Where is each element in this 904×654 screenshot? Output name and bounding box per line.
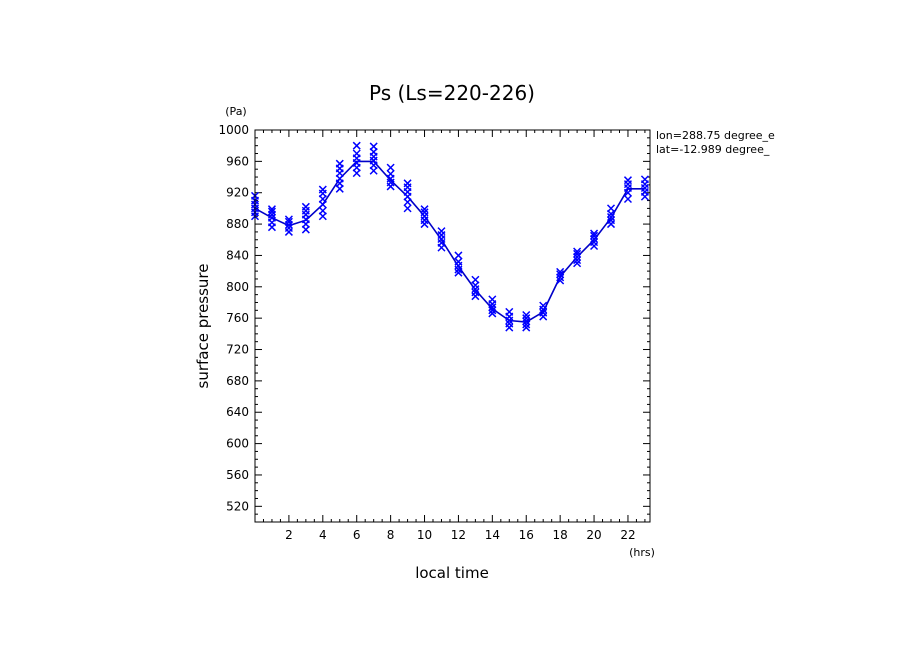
sample-point	[623, 194, 632, 204]
sample-point	[386, 163, 395, 172]
sample-point	[522, 317, 531, 326]
sample-point	[403, 204, 412, 213]
sample-point	[284, 217, 293, 226]
sample-point	[454, 257, 463, 266]
y-tick-label: 800	[226, 280, 249, 294]
chart-title: Ps (Ls=220-226)	[369, 81, 535, 105]
sample-point	[539, 308, 548, 317]
sample-point	[454, 251, 463, 260]
y-tick-label: 1000	[218, 123, 249, 137]
x-tick-label: 14	[485, 528, 500, 542]
sample-point	[505, 319, 514, 328]
sample-point	[369, 142, 378, 151]
y-unit: (Pa)	[225, 105, 246, 118]
sample-point	[267, 207, 276, 216]
x-tick-label: 8	[387, 528, 395, 542]
sample-point	[522, 320, 531, 329]
sample-point	[318, 206, 327, 215]
sample-point	[573, 249, 582, 258]
y-tick-label: 680	[226, 374, 249, 388]
sample-point	[573, 256, 582, 265]
sample-point	[284, 223, 293, 233]
sample-point	[640, 175, 649, 184]
sample-point	[301, 202, 310, 211]
sample-point	[539, 301, 548, 310]
sample-point	[573, 259, 582, 268]
sample-point	[488, 309, 497, 318]
sample-point	[522, 323, 531, 332]
x-tick-label: 20	[586, 528, 601, 542]
y-tick-label: 880	[226, 217, 249, 231]
sample-point	[623, 176, 632, 185]
annotation-lon: lon=288.75 degree_e	[656, 129, 775, 142]
axes: 2 4 6 8 10 12 14 16 18 20 22 520 560 600 640 680 720 760 8…	[218, 123, 650, 542]
sample-point	[284, 215, 293, 224]
x-tick-label: 16	[519, 528, 534, 542]
sample-point	[522, 310, 531, 320]
x-unit: (hrs)	[629, 546, 655, 559]
sample-point	[590, 229, 599, 238]
data-layer	[250, 141, 649, 332]
y-tick-label: 640	[226, 405, 249, 419]
sample-point	[556, 267, 565, 276]
sample-point	[335, 159, 344, 168]
sample-point	[573, 247, 582, 256]
sample-point	[386, 169, 395, 178]
sample-point	[488, 306, 497, 315]
sample-point	[606, 204, 616, 213]
x-tick-label: 4	[319, 528, 327, 542]
sample-point	[505, 307, 514, 316]
x-tick-label: 12	[451, 528, 466, 542]
y-tick-label: 600	[226, 437, 249, 451]
sample-point	[267, 205, 276, 214]
sample-point	[318, 185, 327, 194]
series-line-mean	[254, 160, 645, 323]
y-tick-label: 920	[226, 186, 249, 200]
sample-point	[471, 275, 480, 284]
x-tick-label: 2	[285, 528, 293, 542]
sample-point	[267, 213, 276, 222]
y-axis-label: surface pressure	[194, 264, 212, 389]
sample-point	[556, 270, 565, 279]
y-tick-label: 560	[226, 468, 249, 482]
sample-point	[420, 205, 429, 214]
x-axis-label: local time	[415, 564, 489, 582]
annotation-lat: lat=-12.989 degree_	[656, 143, 770, 156]
plot-frame	[254, 129, 651, 523]
sample-point	[488, 303, 497, 312]
sample-point	[606, 212, 616, 222]
x-tick-label: 18	[553, 528, 568, 542]
y-tick-label: 960	[226, 154, 249, 168]
sample-point	[522, 314, 531, 323]
sample-point	[454, 268, 463, 277]
sample-point	[590, 238, 599, 247]
x-tick-label: 22	[620, 528, 635, 542]
y-tick-label: 840	[226, 248, 249, 262]
sample-point	[606, 216, 616, 225]
sample-point	[556, 276, 565, 285]
y-tick-label: 760	[226, 311, 249, 325]
sample-point	[488, 295, 497, 304]
y-tick-label: 520	[226, 499, 249, 513]
y-tick-label: 720	[226, 343, 249, 357]
sample-point	[437, 227, 446, 236]
sample-point	[352, 149, 361, 158]
sample-point	[590, 231, 599, 240]
x-tick-label: 10	[417, 528, 432, 542]
sample-point	[471, 288, 480, 297]
sample-point	[403, 179, 412, 188]
x-tick-label: 6	[353, 528, 361, 542]
sample-point	[352, 141, 361, 150]
sample-point	[420, 208, 429, 217]
